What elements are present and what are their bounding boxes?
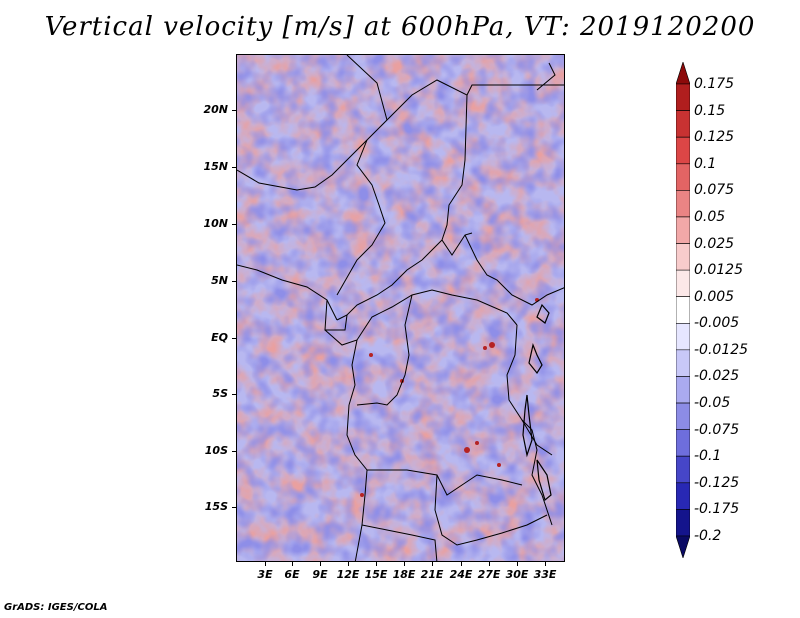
colorbar-label: -0.005 [694, 315, 740, 332]
colorbar-swatch [676, 349, 690, 377]
colorbar-label: 0.1 [694, 155, 717, 172]
colorbar-swatch [676, 535, 690, 558]
colorbar [676, 62, 690, 558]
lon-tick [348, 562, 349, 566]
colorbar-swatch [676, 243, 690, 271]
colorbar-swatch [676, 136, 690, 165]
colorbar-swatch [676, 376, 690, 404]
colorbar-label: -0.175 [694, 501, 740, 518]
velocity-field [237, 55, 564, 561]
lat-label-20n: 20N [203, 103, 228, 116]
colorbar-label: 0.15 [694, 102, 726, 119]
colorbar-label: -0.0125 [694, 341, 749, 358]
lat-tick [232, 338, 236, 339]
lon-tick [376, 562, 377, 566]
lon-tick [461, 562, 462, 566]
colorbar-swatch [676, 62, 690, 85]
colorbar-swatch [676, 83, 690, 111]
colorbar-swatch [676, 482, 690, 510]
lat-label-5n: 5N [211, 274, 228, 287]
colorbar-label: 0.0125 [694, 262, 743, 279]
lon-label-9e: 9E [312, 568, 328, 581]
lon-label-27e: 27E [477, 568, 501, 581]
lat-tick [232, 394, 236, 395]
lat-label-15n: 15N [203, 160, 228, 173]
lon-label-21e: 21E [420, 568, 444, 581]
colorbar-swatch [676, 190, 690, 218]
lat-tick [232, 110, 236, 111]
colorbar-swatch [676, 296, 690, 324]
colorbar-label: 0.05 [694, 208, 726, 225]
colorbar-label: -0.075 [694, 421, 740, 438]
lon-label-12e: 12E [336, 568, 360, 581]
colorbar-swatch [676, 455, 690, 484]
lat-tick [232, 451, 236, 452]
colorbar-label: -0.2 [694, 528, 722, 544]
lat-tick [232, 167, 236, 168]
map-title: Vertical velocity [m/s] at 600hPa, VT: 2… [44, 12, 756, 42]
lon-label-30e: 30E [505, 568, 529, 581]
lon-label-24e: 24E [449, 568, 473, 581]
lon-tick [517, 562, 518, 566]
colorbar-swatch [676, 269, 690, 298]
great-lakes [522, 303, 552, 502]
lon-tick [432, 562, 433, 566]
colorbar-label: 0.025 [694, 235, 735, 252]
lon-tick [489, 562, 490, 566]
colorbar-label: 0.075 [694, 182, 735, 199]
lon-tick [292, 562, 293, 566]
footer-credit: GrADS: IGES/COLA [4, 602, 108, 613]
colorbar-label: 0.175 [694, 76, 735, 92]
lat-label-10n: 10N [203, 217, 228, 230]
lon-tick [545, 562, 546, 566]
lon-label-6e: 6E [284, 568, 300, 581]
lon-tick [404, 562, 405, 566]
downward-motion-areas [237, 55, 564, 561]
lat-label-15s: 15S [204, 500, 228, 513]
colorbar-swatch [676, 429, 690, 457]
colorbar-swatch [676, 216, 690, 244]
colorbar-label: -0.1 [694, 448, 722, 465]
lat-label-eq: EQ [211, 331, 228, 344]
lon-tick [265, 562, 266, 566]
lon-tick [320, 562, 321, 566]
colorbar-swatch [676, 402, 690, 430]
lon-label-3e: 3E [257, 568, 273, 581]
colorbar-swatch [676, 322, 690, 351]
political-borders [237, 55, 564, 561]
lat-tick [232, 507, 236, 508]
lat-tick [232, 281, 236, 282]
colorbar-label: 0.125 [694, 129, 735, 146]
red-sea-coast [536, 62, 556, 91]
colorbar-label: -0.025 [694, 368, 740, 385]
colorbar-swatch [676, 509, 690, 537]
map-panel [236, 54, 565, 562]
lat-label-5s: 5S [212, 387, 228, 400]
colorbar-label: -0.125 [694, 474, 740, 491]
lon-label-15e: 15E [364, 568, 388, 581]
colorbar-label: 0.005 [694, 288, 735, 305]
lon-label-33e: 33E [533, 568, 557, 581]
colorbar-swatch [676, 110, 690, 138]
lat-tick [232, 224, 236, 225]
lat-label-10s: 10S [204, 444, 228, 457]
lon-label-18e: 18E [392, 568, 416, 581]
colorbar-label: -0.05 [694, 395, 731, 412]
colorbar-swatch [676, 163, 690, 191]
